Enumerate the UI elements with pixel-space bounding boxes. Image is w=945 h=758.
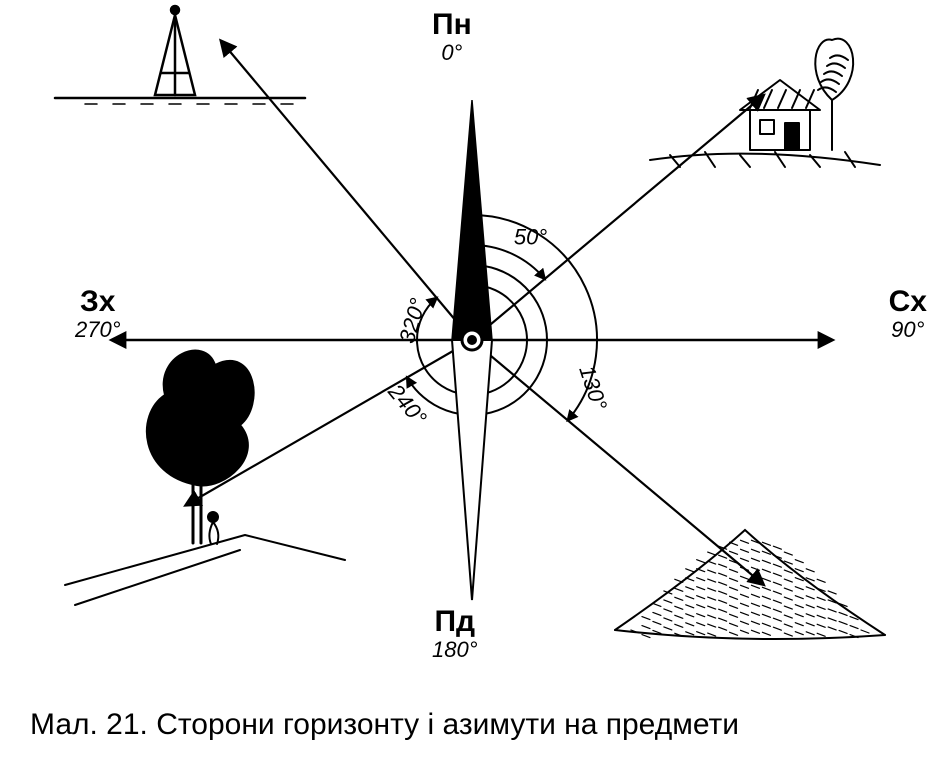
label-south: Пд 180° <box>432 605 478 662</box>
label-south-name: Пд <box>432 605 478 638</box>
caption-main: Сторони горизонту і азимути на предмети <box>156 708 739 741</box>
caption-prefix: Мал. 21. <box>30 708 156 741</box>
label-west-deg: 270° <box>75 318 121 342</box>
label-east-name: Сх <box>889 285 927 318</box>
angle-label-hill: 130° <box>574 362 612 413</box>
label-north-name: Пн <box>432 8 472 41</box>
label-west: Зх 270° <box>75 285 121 342</box>
angle-label-tower: 320° <box>394 295 431 346</box>
label-east-deg: 90° <box>889 318 927 342</box>
label-west-name: Зх <box>75 285 121 318</box>
label-south-deg: 180° <box>432 638 478 662</box>
diagram-stage: 50°130°240°320° Пн 0° Сх 90° Пд 180° Зх … <box>0 0 945 758</box>
label-north-deg: 0° <box>432 41 472 65</box>
label-north: Пн 0° <box>432 8 472 65</box>
label-east: Сх 90° <box>889 285 927 342</box>
figure-caption: Мал. 21. Сторони горизонту і азимути на … <box>30 708 739 742</box>
angle-label-house: 50° <box>514 224 547 249</box>
